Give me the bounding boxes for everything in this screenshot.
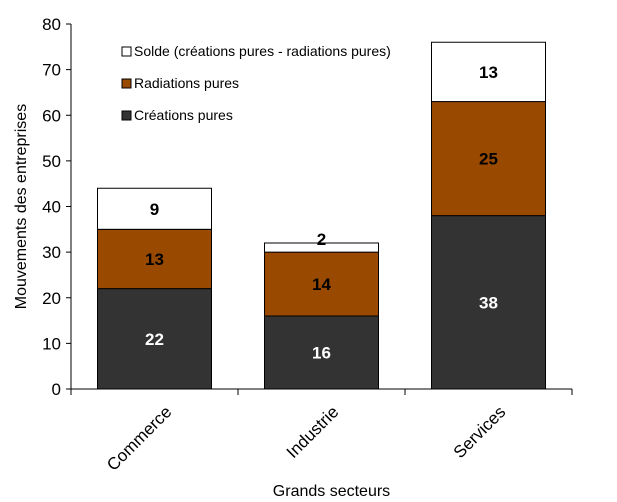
y-tick-label: 0 [52,380,61,399]
legend-entry: Radiations pures [134,75,239,91]
legend-swatch [121,78,132,89]
bar-segment [97,288,212,390]
x-tick-label: Services [450,402,510,462]
data-label: 22 [145,330,164,349]
y-axis-title: Mouvements des entreprises [13,104,30,309]
data-label: 13 [479,63,498,82]
y-tick-label: 80 [42,15,61,34]
bar-segment [97,228,212,290]
bar-segment [264,315,379,390]
x-tick-label: Commerce [103,402,175,474]
y-tick-label: 70 [42,61,61,80]
y-tick-label: 10 [42,334,61,353]
y-axis: 0 10 20 30 40 50 60 70 80 [42,15,72,399]
bar-segment [431,101,546,217]
data-label: 2 [317,230,326,249]
y-tick-label: 60 [42,106,61,125]
legend-swatch [121,46,132,57]
x-tick-label: Industrie [283,402,343,462]
legend-entry: Solde (créations pures - radiations pure… [134,43,391,59]
data-label: 9 [150,200,159,219]
data-label: 38 [479,293,498,312]
bar-segment [264,251,379,317]
y-tick-label: 40 [42,198,61,217]
legend-entry: Créations pures [134,107,233,123]
x-axis-title: Grands secteurs [273,483,390,500]
data-label: 13 [145,250,164,269]
bar-segment [97,187,212,230]
bars-layer: 22 13 9 16 14 2 38 25 13 [97,41,546,390]
data-label: 14 [312,275,331,294]
data-label: 25 [479,150,498,169]
bar-segment [264,242,379,253]
bar-segment [431,41,546,103]
data-label: 16 [312,344,331,363]
y-tick-label: 20 [42,289,61,308]
legend: Solde (créations pures - radiations pure… [121,43,391,123]
bar-segment [431,215,546,390]
y-tick-label: 50 [42,152,61,171]
x-axis: Commerce Industrie Services [70,388,573,475]
legend-swatch [121,110,132,121]
y-tick-label: 30 [42,243,61,262]
